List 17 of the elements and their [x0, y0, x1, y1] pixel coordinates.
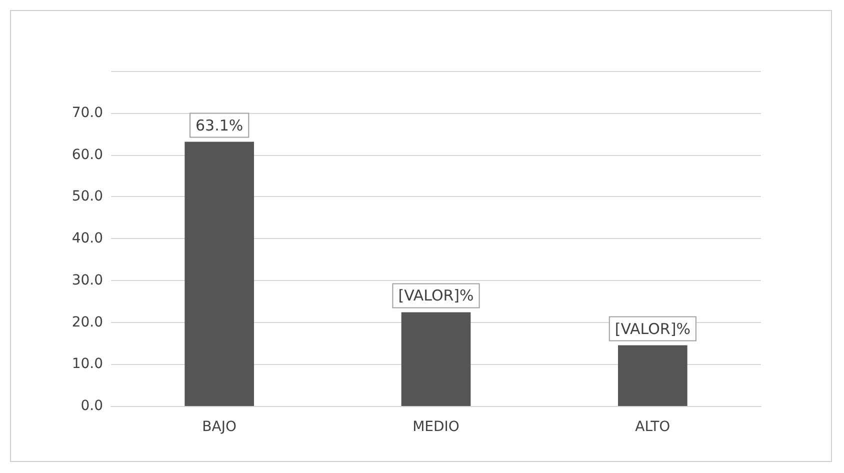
bar [401, 312, 471, 406]
y-tick-label: 30.0 [72, 272, 103, 288]
bar [618, 345, 688, 406]
data-label: [VALOR]% [398, 286, 474, 305]
x-tick-label: BAJO [202, 419, 237, 435]
y-tick-label: 60.0 [72, 146, 103, 163]
y-tick-label: 20.0 [72, 314, 103, 330]
x-tick-label: MEDIO [412, 419, 460, 435]
data-label: 63.1% [196, 116, 244, 134]
bar [184, 142, 254, 406]
y-tick-label: 70.0 [72, 104, 103, 121]
y-tick-label: 40.0 [72, 230, 103, 246]
data-label: [VALOR]% [614, 320, 690, 338]
x-tick-label: ALTO [635, 419, 670, 435]
y-tick-label: 0.0 [80, 398, 103, 414]
y-tick-label: 10.0 [72, 356, 103, 372]
y-tick-label: 50.0 [72, 188, 103, 205]
